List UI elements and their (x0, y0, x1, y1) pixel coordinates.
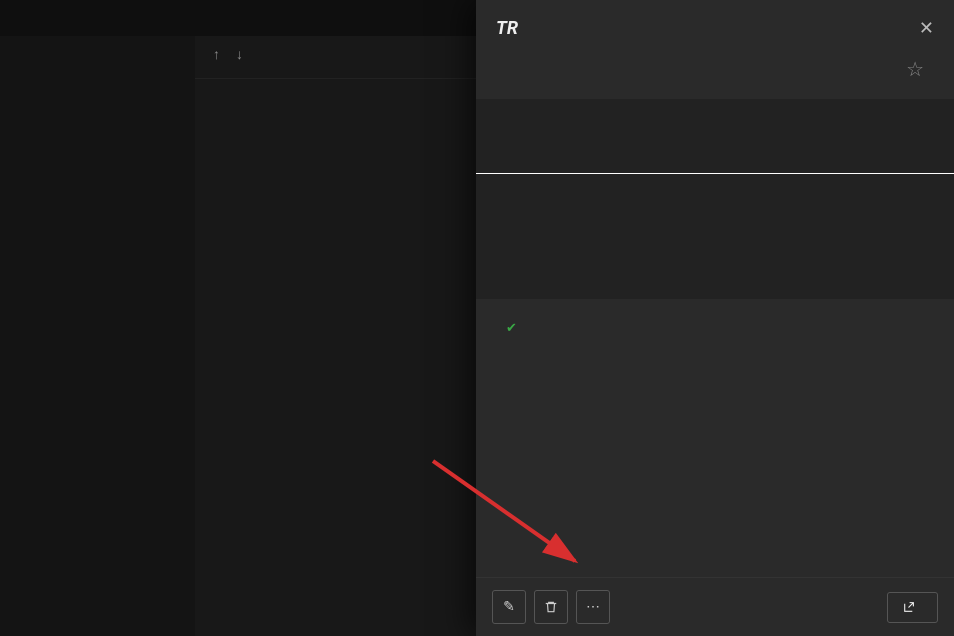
sidebar (0, 36, 195, 636)
app-logo (0, 36, 195, 70)
next-month-arrow[interactable]: ↓ (236, 46, 243, 63)
traffic-max[interactable] (54, 12, 66, 24)
close-icon[interactable]: ✕ (919, 18, 934, 39)
favorite-star-icon[interactable]: ☆ (906, 57, 924, 81)
workout-chart (476, 99, 954, 299)
analyze-online-button[interactable] (887, 592, 938, 623)
status-row: ✔ (506, 321, 924, 336)
panel-logo: TR (496, 18, 518, 39)
delete-button[interactable] (534, 590, 568, 624)
traffic-close[interactable] (14, 12, 26, 24)
edit-button[interactable]: ✎ (492, 590, 526, 624)
workout-panel: TR ✕ ☆ ✔ ✎ ⋯ (476, 0, 954, 636)
more-button[interactable]: ⋯ (576, 590, 610, 624)
prev-month-arrow[interactable]: ↑ (213, 46, 220, 63)
traffic-min[interactable] (34, 12, 46, 24)
workout-subtitle (476, 85, 954, 95)
